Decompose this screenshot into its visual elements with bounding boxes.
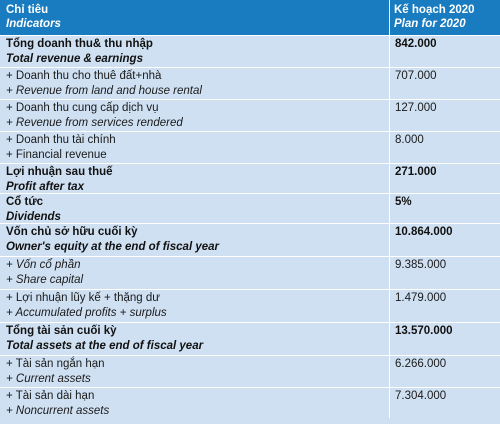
row-value: 127.000 (395, 102, 437, 114)
row-indicator: + Lợi nhuận lũy kế + thặng dư + Accumula… (6, 291, 384, 320)
plan-column-header: Kế hoạch 2020 Plan for 2020 (394, 0, 498, 35)
indicator-en: Total revenue & earnings (6, 52, 143, 65)
indicator-vi: Tổng tài sản cuối kỳ (6, 325, 117, 337)
indicator-en: + Share capital (6, 273, 84, 286)
row-value: 7.304.000 (395, 390, 447, 402)
table-row-share-capital: + Vốn cổ phần + Share capital 9.385.000 (0, 256, 500, 289)
plan-header-en: Plan for 2020 (394, 18, 466, 30)
indicator-en: + Revenue from services rendered (6, 116, 183, 129)
indicator-vi: + Tài sản dài hạn (6, 390, 95, 402)
indicator-vi: Tổng doanh thu& thu nhập (6, 38, 153, 50)
indicator-vi: + Vốn cổ phần (6, 259, 81, 271)
column-divider (389, 132, 390, 163)
column-divider (389, 388, 390, 418)
row-indicator: Tổng tài sản cuối kỳ Total assets at the… (6, 324, 384, 353)
table-row-accumulated-profits: + Lợi nhuận lũy kế + thặng dư + Accumula… (0, 289, 500, 322)
row-value: 5% (395, 196, 412, 208)
column-divider (389, 68, 390, 99)
column-divider (389, 257, 390, 289)
indicator-en: Total assets at the end of fiscal year (6, 339, 204, 352)
row-indicator: Tổng doanh thu& thu nhập Total revenue &… (6, 37, 384, 66)
indicator-vi: Cổ tức (6, 196, 44, 208)
indicator-en: + Accumulated profits + surplus (6, 306, 167, 319)
table-row-land-house-rental: + Doanh thu cho thuê đất+nhà + Revenue f… (0, 67, 500, 99)
table-row-owners-equity: Vốn chủ sở hữu cuối kỳ Owner's equity at… (0, 223, 500, 256)
indicator-en: + Current assets (6, 372, 91, 385)
table-row-current-assets: + Tài sản ngắn hạn + Current assets 6.26… (0, 355, 500, 387)
row-indicator: + Doanh thu tài chính + Financial revenu… (6, 133, 384, 162)
row-indicator: + Doanh thu cung cấp dịch vụ + Revenue f… (6, 101, 384, 130)
column-divider (389, 356, 390, 387)
table-header: Chỉ tiêu Indicators Kế hoạch 2020 Plan f… (0, 0, 500, 35)
table-row-dividends: Cổ tức Dividends 5% (0, 193, 500, 223)
column-divider (389, 164, 390, 193)
row-value: 13.570.000 (395, 325, 453, 337)
indicator-vi: + Lợi nhuận lũy kế + thặng dư (6, 292, 160, 304)
row-value: 6.266.000 (395, 358, 447, 370)
table-row-total-assets: Tổng tài sản cuối kỳ Total assets at the… (0, 322, 500, 355)
column-divider (389, 323, 390, 355)
row-value: 707.000 (395, 70, 437, 82)
column-divider (389, 100, 390, 131)
indicator-en: + Noncurrent assets (6, 404, 110, 417)
indicator-vi: + Tài sản ngắn hạn (6, 358, 105, 370)
indicator-header-en: Indicators (6, 18, 61, 30)
column-divider (389, 0, 390, 35)
row-indicator: Lợi nhuận sau thuế Profit after tax (6, 165, 384, 194)
column-divider (389, 194, 390, 223)
row-indicator: Cổ tức Dividends (6, 195, 384, 224)
table-row-noncurrent-assets: + Tài sản dài hạn + Noncurrent assets 7.… (0, 387, 500, 418)
indicator-header-vi: Chỉ tiêu (6, 4, 49, 16)
column-divider (389, 224, 390, 256)
table-body: Tổng doanh thu& thu nhập Total revenue &… (0, 35, 500, 418)
row-indicator: + Tài sản ngắn hạn + Current assets (6, 357, 384, 386)
indicator-en: + Financial revenue (6, 148, 107, 161)
row-value: 10.864.000 (395, 226, 453, 238)
table-row-services-rendered: + Doanh thu cung cấp dịch vụ + Revenue f… (0, 99, 500, 131)
row-value: 1.479.000 (395, 292, 447, 304)
row-value: 842.000 (395, 38, 437, 50)
indicator-column-header: Chỉ tiêu Indicators (6, 0, 386, 35)
row-indicator: + Doanh thu cho thuê đất+nhà + Revenue f… (6, 69, 384, 98)
column-divider (389, 36, 390, 67)
plan-header-vi: Kế hoạch 2020 (394, 4, 475, 16)
indicator-en: + Revenue from land and house rental (6, 84, 202, 97)
indicator-vi: Lợi nhuận sau thuế (6, 166, 113, 178)
table-row-total-revenue: Tổng doanh thu& thu nhập Total revenue &… (0, 35, 500, 67)
indicator-en: Owner's equity at the end of fiscal year (6, 240, 219, 253)
indicator-vi: + Doanh thu cho thuê đất+nhà (6, 70, 162, 82)
row-indicator: + Tài sản dài hạn + Noncurrent assets (6, 389, 384, 418)
indicator-vi: + Doanh thu tài chính (6, 134, 116, 146)
indicator-en: Dividends (6, 210, 61, 223)
row-indicator: + Vốn cổ phần + Share capital (6, 258, 384, 287)
indicator-en: Profit after tax (6, 180, 84, 193)
indicator-vi: + Doanh thu cung cấp dịch vụ (6, 102, 159, 114)
table-row-financial-revenue: + Doanh thu tài chính + Financial revenu… (0, 131, 500, 163)
row-value: 271.000 (395, 166, 437, 178)
table-row-profit-after-tax: Lợi nhuận sau thuế Profit after tax 271.… (0, 163, 500, 193)
row-indicator: Vốn chủ sở hữu cuối kỳ Owner's equity at… (6, 225, 384, 254)
column-divider (389, 290, 390, 322)
row-value: 9.385.000 (395, 259, 447, 271)
row-value: 8.000 (395, 134, 424, 146)
indicator-vi: Vốn chủ sở hữu cuối kỳ (6, 226, 138, 238)
